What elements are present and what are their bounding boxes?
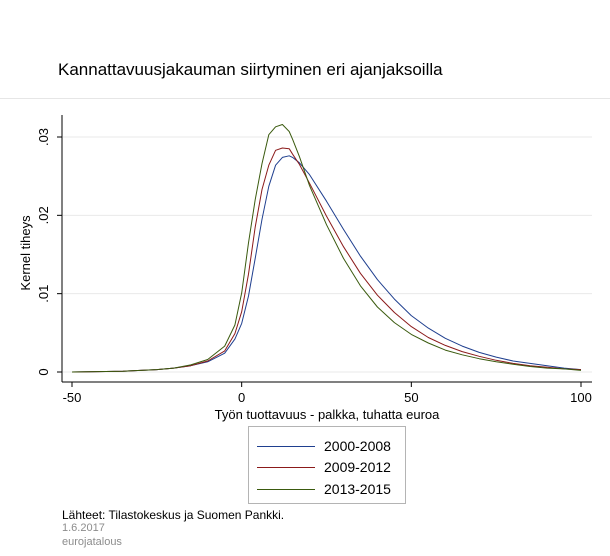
- title-divider: [0, 98, 610, 99]
- series-line-2009-2012: [71, 147, 582, 373]
- brand-name: eurojatalous: [62, 536, 122, 548]
- tick-layer: 0 .01 .02 .03 -50 0 50 100: [36, 128, 592, 405]
- legend-swatch-2: [257, 466, 315, 468]
- legend: 2000-2008 2009-2012 2013-2015: [248, 426, 406, 504]
- source-note: Lähteet: Tilastokeskus ja Suomen Pankki.: [62, 508, 285, 522]
- x-axis-title: Työn tuottavuus - palkka, tuhatta euroa: [215, 407, 441, 422]
- publish-date: 1.6.2017: [62, 522, 105, 534]
- x-tick-label: 100: [570, 390, 592, 405]
- chart-title: Kannattavuusjakauman siirtyminen eri aja…: [58, 60, 443, 79]
- grid-layer: [63, 136, 592, 373]
- x-tick-label: 50: [404, 390, 418, 405]
- legend-swatch-3: [257, 488, 315, 490]
- y-tick-label: .03: [36, 128, 51, 146]
- series-layer: [71, 124, 582, 373]
- x-tick-label: 0: [238, 390, 245, 405]
- x-tick-label: -50: [63, 390, 82, 405]
- legend-swatch-1: [257, 445, 315, 447]
- legend-item-2: 2009-2012: [257, 457, 391, 477]
- legend-item-1: 2000-2008: [257, 436, 391, 456]
- y-tick-label: .02: [36, 206, 51, 224]
- kernel-density-plot: 0 .01 .02 .03 -50 0 50 100 Kernel tiheys Työn t…: [18, 115, 592, 422]
- axis-layer: [61, 115, 592, 383]
- legend-item-3: 2013-2015: [257, 479, 391, 499]
- series-line-2000-2008: [71, 155, 582, 373]
- legend-label-3: 2013-2015: [324, 481, 391, 497]
- y-axis-title: Kernel tiheys: [18, 215, 33, 291]
- legend-label-1: 2000-2008: [324, 438, 391, 454]
- series-line-2013-2015: [71, 124, 582, 373]
- y-tick-label: .01: [36, 285, 51, 303]
- y-tick-label: 0: [36, 368, 51, 375]
- legend-label-2: 2009-2012: [324, 459, 391, 475]
